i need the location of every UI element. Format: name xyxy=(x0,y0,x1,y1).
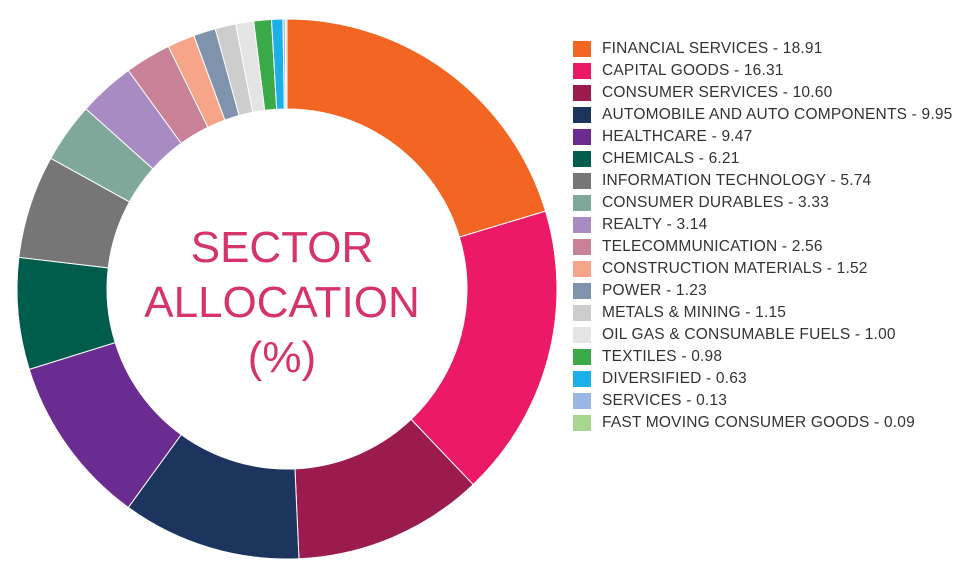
legend-swatch xyxy=(573,349,591,365)
legend-label: FAST MOVING CONSUMER GOODS - 0.09 xyxy=(602,414,915,431)
legend-item-oil-gas-consumable-fuels: OIL GAS & CONSUMABLE FUELS - 1.00 xyxy=(573,324,968,346)
legend-label: METALS & MINING - 1.15 xyxy=(602,304,787,321)
legend-label: HEALTHCARE - 9.47 xyxy=(602,128,753,145)
legend-label: POWER - 1.23 xyxy=(602,282,707,299)
legend-item-construction-materials: CONSTRUCTION MATERIALS - 1.52 xyxy=(573,258,968,280)
legend-item-diversified: DIVERSIFIED - 0.63 xyxy=(573,368,968,390)
legend-label: CONSUMER SERVICES - 10.60 xyxy=(602,84,833,101)
legend-item-realty: REALTY - 3.14 xyxy=(573,214,968,236)
chart-title-line-3: (%) xyxy=(248,333,316,382)
legend-swatch xyxy=(573,173,591,189)
legend-swatch xyxy=(573,327,591,343)
legend-label: OIL GAS & CONSUMABLE FUELS - 1.00 xyxy=(602,326,896,343)
donut-slices xyxy=(16,18,558,560)
legend-swatch xyxy=(573,283,591,299)
legend-label: SERVICES - 0.13 xyxy=(602,392,728,409)
legend-swatch xyxy=(573,393,591,409)
legend-swatch xyxy=(573,195,591,211)
sector-donut-chart: SECTOR ALLOCATION (%) xyxy=(16,18,558,560)
legend-label: DIVERSIFIED - 0.63 xyxy=(602,370,747,387)
legend-swatch xyxy=(573,151,591,167)
chart-title-line-2: ALLOCATION xyxy=(144,278,419,327)
legend-label: REALTY - 3.14 xyxy=(602,216,708,233)
legend-item-capital-goods: CAPITAL GOODS - 16.31 xyxy=(573,60,968,82)
legend-label: INFORMATION TECHNOLOGY - 5.74 xyxy=(602,172,872,189)
legend-item-consumer-services: CONSUMER SERVICES - 10.60 xyxy=(573,82,968,104)
legend-swatch xyxy=(573,239,591,255)
slice-fast-moving-consumer-goods xyxy=(284,18,288,110)
legend-swatch xyxy=(573,371,591,387)
legend-item-information-technology: INFORMATION TECHNOLOGY - 5.74 xyxy=(573,170,968,192)
legend-label: FINANCIAL SERVICES - 18.91 xyxy=(602,40,823,57)
legend-item-financial-services: FINANCIAL SERVICES - 18.91 xyxy=(573,38,968,60)
legend-label: CONSUMER DURABLES - 3.33 xyxy=(602,194,830,211)
legend-item-chemicals: CHEMICALS - 6.21 xyxy=(573,148,968,170)
legend-item-consumer-durables: CONSUMER DURABLES - 3.33 xyxy=(573,192,968,214)
legend-item-fast-moving-consumer-goods: FAST MOVING CONSUMER GOODS - 0.09 xyxy=(573,412,968,434)
legend-item-power: POWER - 1.23 xyxy=(573,280,968,302)
legend-swatch xyxy=(573,261,591,277)
legend-swatch xyxy=(573,415,591,431)
legend-swatch xyxy=(573,85,591,101)
legend-swatch xyxy=(573,305,591,321)
legend-swatch xyxy=(573,41,591,57)
legend-swatch xyxy=(573,63,591,79)
legend-label: CHEMICALS - 6.21 xyxy=(602,150,740,167)
legend-item-automobile-and-auto-components: AUTOMOBILE AND AUTO COMPONENTS - 9.95 xyxy=(573,104,968,126)
legend-swatch xyxy=(573,107,591,123)
legend-item-services: SERVICES - 0.13 xyxy=(573,390,968,412)
legend-label: CONSTRUCTION MATERIALS - 1.52 xyxy=(602,260,868,277)
legend-item-textiles: TEXTILES - 0.98 xyxy=(573,346,968,368)
chart-title-line-1: SECTOR xyxy=(191,223,374,272)
legend-item-telecommunication: TELECOMMUNICATION - 2.56 xyxy=(573,236,968,258)
legend-swatch xyxy=(573,217,591,233)
legend-label: TELECOMMUNICATION - 2.56 xyxy=(602,238,823,255)
legend-swatch xyxy=(573,129,591,145)
legend-label: TEXTILES - 0.98 xyxy=(602,348,723,365)
legend-label: CAPITAL GOODS - 16.31 xyxy=(602,62,784,79)
legend-item-metals-mining: METALS & MINING - 1.15 xyxy=(573,302,968,324)
legend-item-healthcare: HEALTHCARE - 9.47 xyxy=(573,126,968,148)
slice-financial-services xyxy=(286,18,547,238)
legend-label: AUTOMOBILE AND AUTO COMPONENTS - 9.95 xyxy=(602,106,953,123)
chart-legend: FINANCIAL SERVICES - 18.91 CAPITAL GOODS … xyxy=(573,38,968,434)
